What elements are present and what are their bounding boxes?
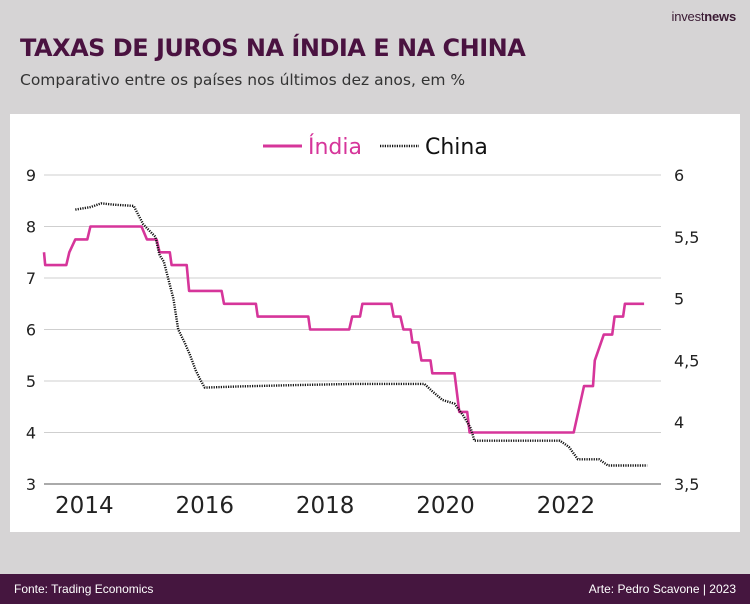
y-left-tick-label: 9	[26, 166, 36, 185]
x-tick-label: 2020	[416, 493, 475, 519]
legend-label-india: Índia	[308, 134, 362, 160]
legend-label-china: China	[425, 135, 488, 160]
y-right-tick-label: 4,5	[674, 351, 699, 370]
x-tick-label: 2022	[537, 493, 596, 519]
credit-note: Arte: Pedro Scavone | 2023	[588, 582, 736, 596]
y-left-tick-label: 7	[26, 269, 36, 288]
footer-bar: Fonte: Trading Economics Arte: Pedro Sca…	[0, 574, 750, 604]
y-left-tick-label: 4	[26, 424, 36, 443]
x-tick-label: 2018	[296, 493, 355, 519]
series-line-india	[42, 225, 645, 434]
logo-text-light: invest	[671, 9, 705, 24]
page-title: TAXAS DE JUROS NA ÍNDIA E NA CHINA	[20, 34, 526, 62]
y-right-tick-label: 6	[674, 166, 684, 185]
y-right-tick-label: 5,5	[674, 228, 699, 247]
y-left-tick-label: 8	[26, 218, 36, 237]
logo-text-bold: news	[704, 9, 736, 24]
y-left-tick-label: 5	[26, 372, 36, 391]
y-right-tick-label: 5	[674, 290, 684, 309]
y-left-tick-label: 3	[26, 475, 36, 494]
y-left-tick-label: 6	[26, 321, 36, 340]
source-note: Fonte: Trading Economics	[14, 582, 154, 596]
y-right-tick-label: 4	[674, 413, 684, 432]
invest-news-logo: investnews	[671, 9, 737, 24]
x-tick-label: 2016	[175, 493, 234, 519]
interest-rate-chart: 3 4 5 6 7 8 9 3,5 4 4,5 5 5,5 6 2014 2016 2018 2020 2022 Í…	[26, 134, 700, 519]
chart-panel: 3 4 5 6 7 8 9 3,5 4 4,5 5 5,5 6 2014 2016 2018 2020 2022 Í…	[10, 114, 740, 532]
page-subtitle: Comparativo entre os países nos últimos …	[20, 71, 466, 89]
y-right-tick-label: 3,5	[674, 475, 699, 494]
series-line-china	[75, 202, 648, 467]
x-tick-label: 2014	[55, 493, 114, 519]
